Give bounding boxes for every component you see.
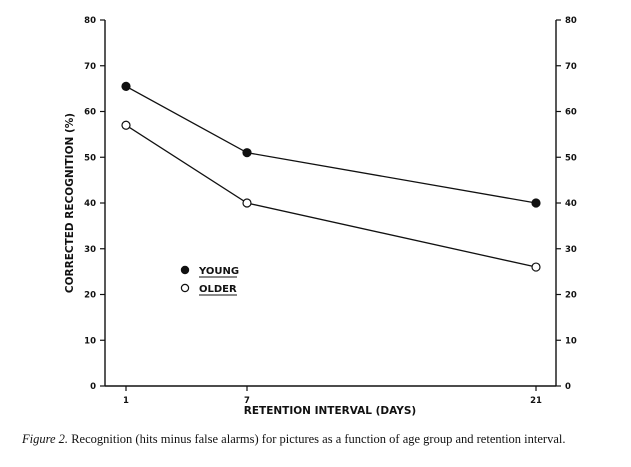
right-y-tick-label: 0	[565, 382, 571, 392]
left-y-tick-label: 60	[84, 108, 96, 118]
series-line-older	[125, 124, 537, 268]
right-y-tick-label: 60	[565, 108, 577, 118]
caption-text: Recognition (hits minus false alarms) fo…	[71, 432, 566, 446]
left-y-tick-label: 70	[84, 62, 96, 72]
data-point-older	[242, 198, 252, 208]
right-y-tick-label: 40	[565, 199, 577, 209]
x-tick-label: 21	[530, 396, 542, 406]
data-point-young	[531, 198, 541, 208]
right-y-tick-label: 80	[565, 16, 577, 26]
data-point-young	[121, 81, 131, 91]
left-y-tick-label: 20	[84, 291, 96, 301]
x-tick-label: 1	[123, 396, 129, 406]
legend-marker-older	[180, 283, 190, 293]
x-ticks: 1 7 21	[123, 386, 542, 406]
left-y-tick-label: 40	[84, 199, 96, 209]
plot-frame	[104, 20, 557, 387]
right-y-ticks: 0 10 20 30 40 50 60 70 80	[556, 16, 577, 392]
data-point-young	[242, 148, 252, 158]
legend-label-older: OLDER	[199, 284, 237, 295]
data-point-older	[531, 262, 541, 272]
right-y-tick-label: 10	[565, 336, 577, 346]
x-tick-label: 7	[244, 396, 250, 406]
data-point-older	[121, 120, 131, 130]
legend-marker-young	[180, 265, 190, 275]
figure-label: Figure 2.	[22, 432, 69, 446]
series-layer	[121, 81, 541, 272]
left-y-tick-label: 50	[84, 153, 96, 163]
right-y-tick-label: 70	[565, 62, 577, 72]
y-axis-title: CORRECTED RECOGNITION (%)	[64, 113, 76, 293]
left-y-tick-label: 80	[84, 16, 96, 26]
legend-label-young: YOUNG	[198, 266, 239, 277]
right-y-tick-label: 30	[565, 245, 577, 255]
legend: YOUNG OLDER	[180, 265, 239, 296]
figure-caption: Figure 2. Recognition (hits minus false …	[22, 432, 622, 447]
series-line-young	[125, 85, 537, 204]
left-y-tick-label: 30	[84, 245, 96, 255]
left-y-tick-label: 0	[90, 382, 96, 392]
right-y-tick-label: 20	[565, 291, 577, 301]
x-axis-title: RETENTION INTERVAL (DAYS)	[244, 405, 416, 417]
right-y-tick-label: 50	[565, 153, 577, 163]
left-y-tick-label: 10	[84, 336, 96, 346]
left-y-ticks: 0 10 20 30 40 50 60 70 80	[84, 16, 105, 392]
